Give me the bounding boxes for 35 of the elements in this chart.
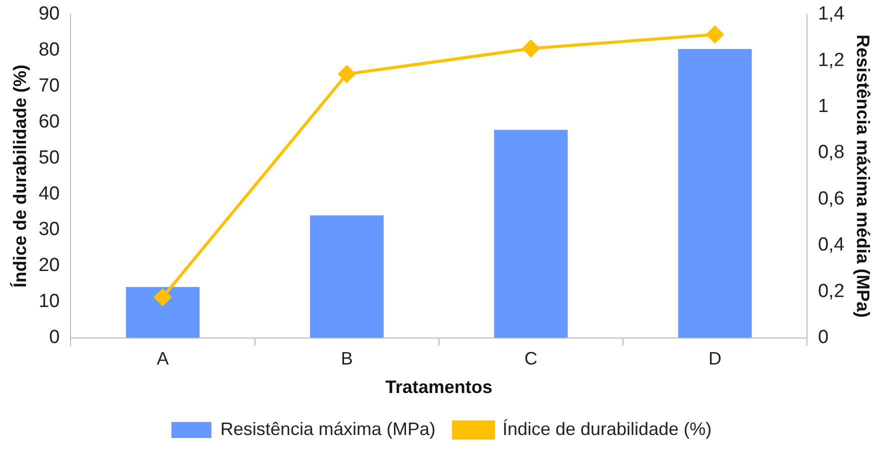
x-axis-title: Tratamentos [385,377,492,398]
y-tick-label: 40 [38,183,60,204]
y2-tick-label: 0,6 [818,188,844,210]
x-tick-label: A [156,348,169,369]
x-tick-label: D [708,348,722,369]
y2-tick-label: 0 [818,327,829,348]
y-tick-label: 60 [38,111,60,132]
legend-label: Índice de durabilidade (%) [502,418,712,439]
x-tick-label: B [340,348,353,369]
bar [678,49,752,338]
y-tick-label: 80 [38,40,60,61]
y-axis-title: Índice de durabilidade (%) [10,64,30,288]
bar [494,130,568,338]
y2-tick-label: 0,2 [818,280,844,302]
y2-axis-title: Resistência máxima média (MPa) [853,34,874,318]
y-tick-label: 20 [38,255,60,276]
bar [126,286,200,338]
y-tick-label: 70 [38,76,60,96]
point [706,26,724,44]
y2-tick-label: 0,8 [818,142,844,164]
y-tick-label: 0 [49,327,60,348]
y-tick-label: 90 [38,4,60,25]
point [338,66,356,83]
bar [310,215,384,338]
y2-tick-label: 1,4 [818,4,845,25]
y2-tick-label: 0,4 [818,234,845,256]
y-tick-label: 50 [38,147,60,168]
y-tick-label: 30 [38,219,60,240]
legend-label: Resistência máxima (MPa) [220,418,436,439]
point [154,288,172,306]
y-tick-label: 10 [38,291,60,312]
y2-tick-label: 1,2 [818,50,844,71]
y2-tick-label: 1 [818,96,829,118]
point [522,40,540,58]
x-tick-label: C [524,348,538,369]
